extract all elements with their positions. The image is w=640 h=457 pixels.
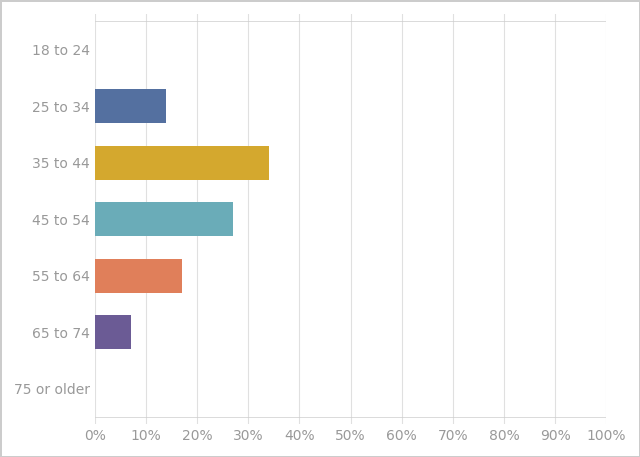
Bar [95,146,269,180]
Bar [95,202,233,236]
Bar [95,259,182,292]
Bar [95,89,166,123]
Bar [95,315,131,349]
